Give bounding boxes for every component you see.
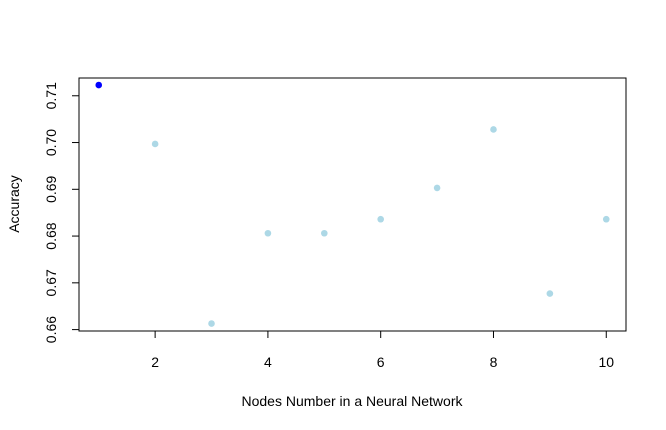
data-point-highlight bbox=[95, 81, 103, 89]
x-tick-label: 4 bbox=[264, 354, 272, 370]
x-axis-title: Nodes Number in a Neural Network bbox=[242, 393, 464, 409]
y-tick-label: 0.70 bbox=[43, 129, 59, 156]
y-axis: 0.66 0.67 0.68 0.69 0.70 0.71 bbox=[43, 82, 80, 343]
y-tick-label: 0.67 bbox=[43, 269, 59, 296]
data-points bbox=[95, 81, 610, 327]
x-tick-label: 2 bbox=[151, 354, 159, 370]
data-point bbox=[151, 140, 159, 148]
data-point bbox=[433, 184, 441, 192]
y-tick-label: 0.66 bbox=[43, 316, 59, 343]
data-point bbox=[208, 320, 215, 327]
data-point bbox=[546, 290, 554, 297]
data-point bbox=[377, 215, 384, 223]
plot-box bbox=[78, 77, 627, 332]
data-point bbox=[264, 229, 272, 237]
x-tick-label: 8 bbox=[490, 354, 498, 370]
x-tick-label: 10 bbox=[598, 354, 614, 370]
data-point bbox=[490, 126, 497, 133]
data-point bbox=[321, 229, 328, 237]
x-tick-label: 6 bbox=[377, 354, 385, 370]
y-tick-label: 0.71 bbox=[43, 82, 59, 109]
y-tick-label: 0.69 bbox=[43, 175, 59, 202]
y-axis-title: Accuracy bbox=[6, 175, 22, 233]
y-tick-label: 0.68 bbox=[43, 222, 59, 249]
data-point bbox=[602, 215, 610, 223]
x-axis: 2 4 6 8 10 bbox=[151, 330, 614, 370]
